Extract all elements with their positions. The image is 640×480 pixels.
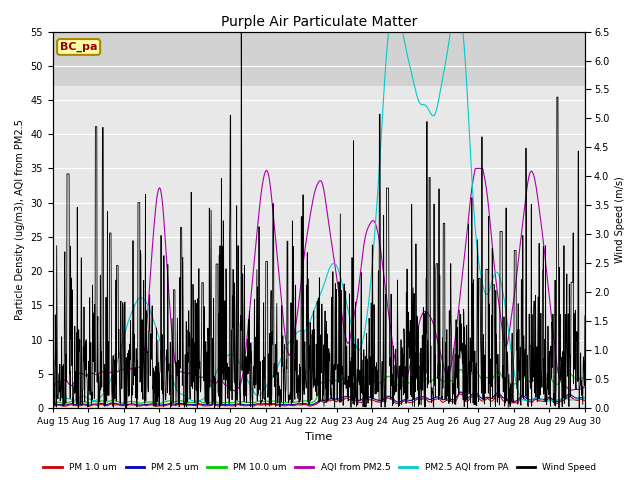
X-axis label: Time: Time (305, 432, 332, 442)
Text: BC_pa: BC_pa (60, 42, 97, 52)
Y-axis label: Wind Speed (m/s): Wind Speed (m/s) (615, 177, 625, 263)
Legend: PM 1.0 um, PM 2.5 um, PM 10.0 um, AQI from PM2.5, PM2.5 AQI from PA, Wind Speed: PM 1.0 um, PM 2.5 um, PM 10.0 um, AQI fr… (40, 459, 600, 476)
Y-axis label: Particle Density (ug/m3), AQI from PM2.5: Particle Density (ug/m3), AQI from PM2.5 (15, 120, 25, 320)
Title: Purple Air Particulate Matter: Purple Air Particulate Matter (221, 15, 417, 29)
Bar (52, 32, 585, 86)
